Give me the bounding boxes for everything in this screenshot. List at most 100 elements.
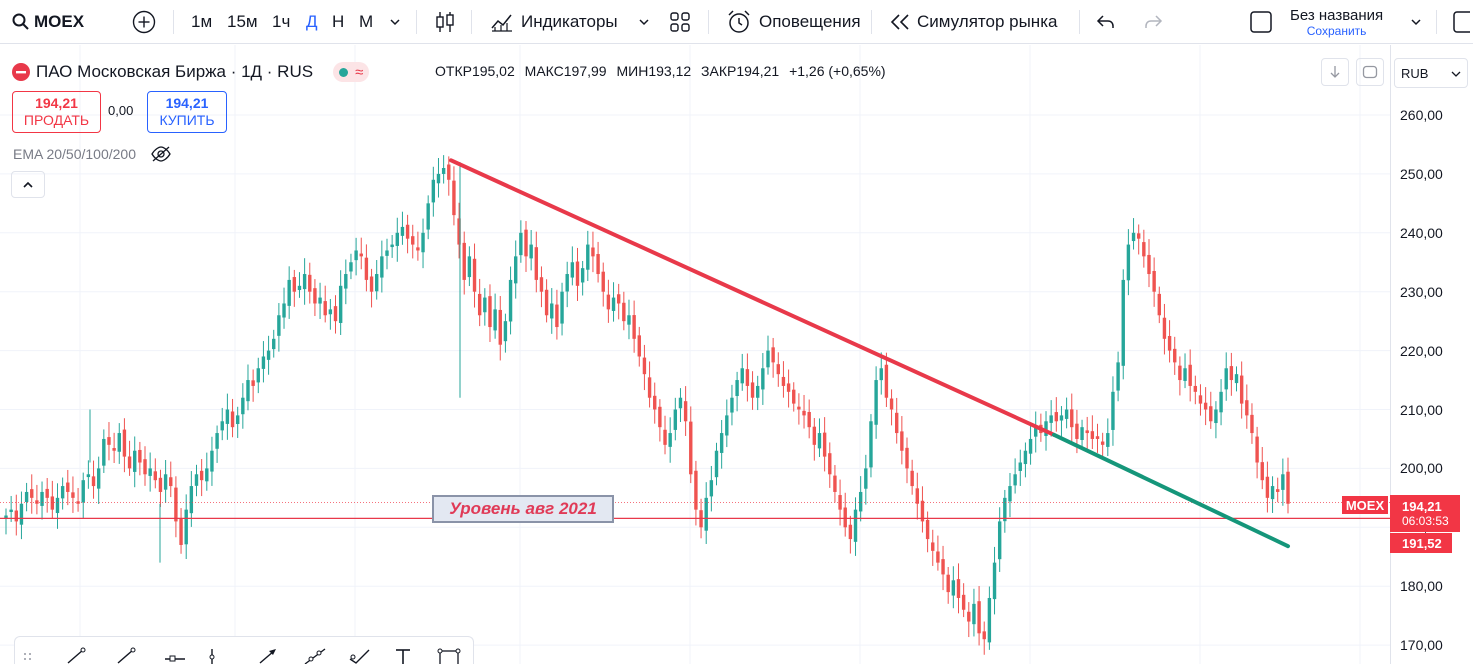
interval-1m[interactable]: 1м bbox=[191, 12, 213, 31]
candle-body bbox=[915, 488, 920, 504]
buy-button[interactable]: 194,21 КУПИТЬ bbox=[147, 91, 227, 133]
candle-body bbox=[1276, 489, 1280, 492]
trend-line-icon[interactable] bbox=[65, 647, 87, 664]
candle-body bbox=[1064, 409, 1069, 419]
candle-body bbox=[122, 429, 127, 457]
interval-week[interactable]: Н bbox=[332, 12, 345, 31]
interval-15m[interactable]: 15м bbox=[227, 12, 258, 31]
candle bbox=[534, 231, 539, 293]
candle-body bbox=[1100, 441, 1105, 445]
candle-body bbox=[405, 224, 410, 239]
layout-name-button[interactable]: Без названия Сохранить bbox=[1290, 0, 1383, 44]
replay-button[interactable]: Симулятор рынка bbox=[889, 0, 1057, 44]
text-tool-icon[interactable] bbox=[393, 647, 413, 664]
candle-body bbox=[194, 474, 199, 486]
horizontal-ray-icon[interactable] bbox=[163, 651, 187, 664]
frame-icon bbox=[1453, 11, 1470, 33]
price-chart[interactable] bbox=[0, 45, 1390, 664]
candle-body bbox=[158, 477, 163, 492]
redo-button[interactable] bbox=[1143, 0, 1163, 44]
indicator-legend[interactable]: EMA 20/50/100/200 bbox=[13, 145, 172, 163]
arrow-tool-icon[interactable] bbox=[257, 647, 279, 664]
collapse-legend-button[interactable] bbox=[11, 171, 45, 198]
candle-body bbox=[261, 356, 266, 369]
level-annotation[interactable]: Уровень авг 2021 bbox=[432, 495, 614, 523]
layout-menu[interactable] bbox=[1450, 0, 1470, 44]
interval-month[interactable]: М bbox=[359, 12, 374, 31]
candle-body bbox=[1193, 385, 1198, 392]
price-axis[interactable] bbox=[1390, 45, 1473, 664]
chart-type-button[interactable] bbox=[434, 0, 456, 44]
ray-icon[interactable] bbox=[115, 647, 137, 664]
candle-body bbox=[889, 398, 894, 410]
candle bbox=[102, 429, 106, 473]
candle bbox=[338, 270, 343, 335]
candle bbox=[411, 224, 415, 259]
candle-body bbox=[107, 437, 111, 445]
candle bbox=[817, 418, 822, 458]
candle bbox=[997, 507, 1002, 572]
layout-dropdown[interactable] bbox=[1410, 0, 1422, 44]
candle bbox=[122, 418, 127, 473]
candle bbox=[1116, 351, 1120, 402]
candle bbox=[1126, 229, 1131, 296]
candle bbox=[272, 329, 276, 358]
candle-body bbox=[1173, 348, 1177, 363]
candle-body bbox=[1286, 471, 1290, 504]
candle-body bbox=[153, 471, 158, 481]
candle-body bbox=[1049, 415, 1053, 423]
drag-handle-icon[interactable] bbox=[23, 651, 33, 663]
candle-body bbox=[555, 304, 559, 328]
candle bbox=[210, 436, 214, 486]
check-tool-icon[interactable] bbox=[347, 647, 373, 664]
candle bbox=[256, 357, 260, 394]
candle bbox=[709, 465, 714, 512]
indicators-dropdown[interactable] bbox=[638, 0, 650, 44]
chevron-down-icon bbox=[639, 19, 649, 26]
layouts-button[interactable] bbox=[669, 0, 691, 44]
scroll-down-button[interactable] bbox=[1321, 58, 1349, 86]
candle-body bbox=[982, 631, 986, 640]
indicators-icon bbox=[491, 14, 512, 32]
candle-body bbox=[472, 258, 477, 292]
candle bbox=[60, 477, 65, 510]
candle-body bbox=[833, 475, 837, 492]
candle-body bbox=[436, 173, 441, 184]
candle-body bbox=[385, 250, 389, 256]
candle-body bbox=[40, 491, 44, 506]
candle-body bbox=[493, 309, 497, 331]
candle-body bbox=[956, 579, 961, 598]
candle bbox=[385, 238, 389, 270]
candle bbox=[874, 366, 878, 439]
sell-button[interactable]: 194,21 ПРОДАТЬ bbox=[12, 91, 101, 133]
series-title[interactable]: ПАО Московская Биржа · 1Д · RUS bbox=[36, 62, 314, 81]
currency-selector[interactable]: RUB bbox=[1394, 58, 1468, 88]
candle-body bbox=[179, 518, 183, 545]
candle-body bbox=[709, 480, 714, 497]
layout-checkbox[interactable] bbox=[1249, 0, 1273, 44]
candle bbox=[967, 602, 971, 638]
symbol-search[interactable]: MOEX bbox=[12, 0, 84, 44]
interval-day[interactable]: Д bbox=[306, 12, 318, 31]
indicators-button[interactable]: Индикаторы bbox=[490, 0, 618, 44]
candle bbox=[374, 260, 379, 300]
compare-button[interactable] bbox=[132, 0, 156, 44]
alerts-button[interactable]: Оповещения bbox=[726, 0, 861, 44]
rectangle-tool-icon[interactable] bbox=[437, 647, 461, 664]
fullscreen-button[interactable] bbox=[1356, 58, 1384, 86]
candle-body bbox=[1075, 423, 1079, 439]
undo-button[interactable] bbox=[1096, 0, 1116, 44]
candle-body bbox=[1095, 436, 1100, 439]
candle bbox=[169, 461, 173, 498]
candle bbox=[884, 352, 889, 408]
candle bbox=[205, 452, 209, 491]
eye-off-icon[interactable] bbox=[150, 145, 172, 163]
candle bbox=[714, 442, 719, 486]
extended-line-icon[interactable] bbox=[303, 647, 327, 664]
interval-1h[interactable]: 1ч bbox=[272, 12, 291, 31]
market-status-badge[interactable]: ≈ bbox=[333, 62, 370, 82]
candle bbox=[910, 459, 914, 495]
interval-dropdown[interactable] bbox=[389, 0, 401, 44]
vertical-line-icon[interactable] bbox=[205, 647, 219, 664]
candle-body bbox=[616, 294, 621, 304]
